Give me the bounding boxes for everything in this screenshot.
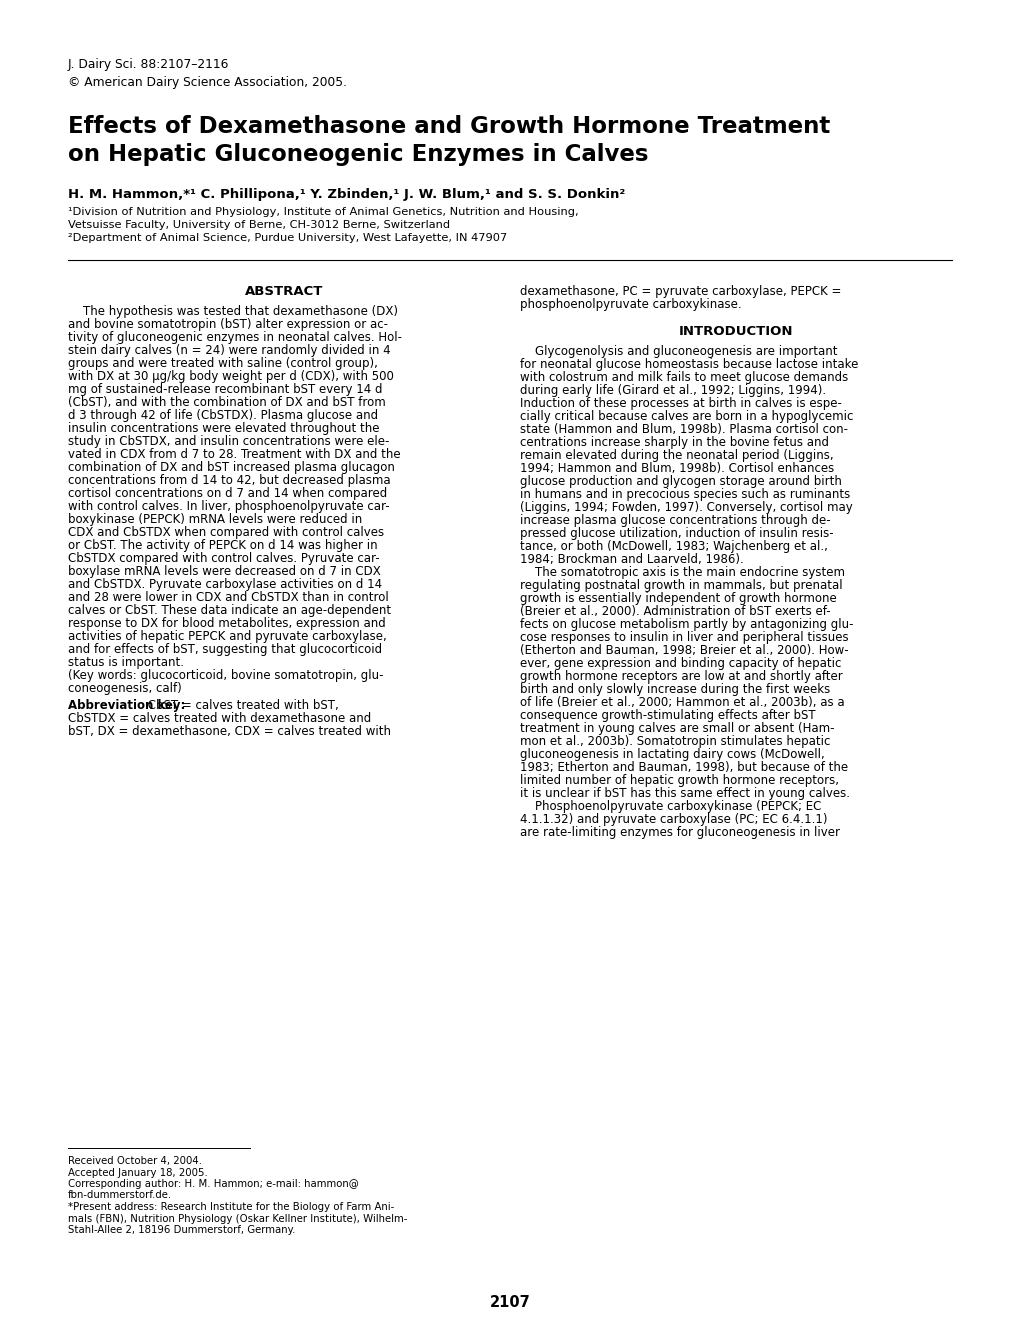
Text: cose responses to insulin in liver and peripheral tissues: cose responses to insulin in liver and p… — [520, 631, 848, 644]
Text: ¹Division of Nutrition and Physiology, Institute of Animal Genetics, Nutrition a: ¹Division of Nutrition and Physiology, I… — [68, 207, 578, 216]
Text: in humans and in precocious species such as ruminants: in humans and in precocious species such… — [520, 488, 850, 502]
Text: bST, DX = dexamethasone, CDX = calves treated with: bST, DX = dexamethasone, CDX = calves tr… — [68, 725, 390, 738]
Text: H. M. Hammon,*¹ C. Phillipona,¹ Y. Zbinden,¹ J. W. Blum,¹ and S. S. Donkin²: H. M. Hammon,*¹ C. Phillipona,¹ Y. Zbind… — [68, 187, 625, 201]
Text: study in CbSTDX, and insulin concentrations were ele-: study in CbSTDX, and insulin concentrati… — [68, 436, 389, 447]
Text: (Liggins, 1994; Fowden, 1997). Conversely, cortisol may: (Liggins, 1994; Fowden, 1997). Conversel… — [520, 502, 852, 513]
Text: limited number of hepatic growth hormone receptors,: limited number of hepatic growth hormone… — [520, 774, 839, 787]
Text: 1994; Hammon and Blum, 1998b). Cortisol enhances: 1994; Hammon and Blum, 1998b). Cortisol … — [520, 462, 834, 475]
Text: increase plasma glucose concentrations through de-: increase plasma glucose concentrations t… — [520, 513, 829, 527]
Text: remain elevated during the neonatal period (Liggins,: remain elevated during the neonatal peri… — [520, 449, 833, 462]
Text: or CbST. The activity of PEPCK on d 14 was higher in: or CbST. The activity of PEPCK on d 14 w… — [68, 539, 377, 552]
Text: mg of sustained-release recombinant bST every 14 d: mg of sustained-release recombinant bST … — [68, 383, 382, 396]
Text: (Breier et al., 2000). Administration of bST exerts ef-: (Breier et al., 2000). Administration of… — [520, 605, 829, 618]
Text: mon et al., 2003b). Somatotropin stimulates hepatic: mon et al., 2003b). Somatotropin stimula… — [520, 735, 829, 748]
Text: boxykinase (PEPCK) mRNA levels were reduced in: boxykinase (PEPCK) mRNA levels were redu… — [68, 513, 362, 525]
Text: cially critical because calves are born in a hypoglycemic: cially critical because calves are born … — [520, 411, 853, 422]
Text: tivity of gluconeogenic enzymes in neonatal calves. Hol-: tivity of gluconeogenic enzymes in neona… — [68, 331, 401, 345]
Text: (Key words: glucocorticoid, bovine somatotropin, glu-: (Key words: glucocorticoid, bovine somat… — [68, 669, 383, 682]
Text: calves or CbST. These data indicate an age-dependent: calves or CbST. These data indicate an a… — [68, 605, 390, 616]
Text: Glycogenolysis and gluconeogenesis are important: Glycogenolysis and gluconeogenesis are i… — [520, 345, 837, 358]
Text: Corresponding author: H. M. Hammon; e-mail: hammon@: Corresponding author: H. M. Hammon; e-ma… — [68, 1179, 359, 1189]
Text: Induction of these processes at birth in calves is espe-: Induction of these processes at birth in… — [520, 397, 841, 411]
Text: concentrations from d 14 to 42, but decreased plasma: concentrations from d 14 to 42, but decr… — [68, 474, 390, 487]
Text: of life (Breier et al., 2000; Hammon et al., 2003b), as a: of life (Breier et al., 2000; Hammon et … — [520, 696, 844, 709]
Text: for neonatal glucose homeostasis because lactose intake: for neonatal glucose homeostasis because… — [520, 358, 858, 371]
Text: status is important.: status is important. — [68, 656, 183, 669]
Text: INTRODUCTION: INTRODUCTION — [678, 325, 793, 338]
Text: 1984; Brockman and Laarveld, 1986).: 1984; Brockman and Laarveld, 1986). — [520, 553, 743, 566]
Text: and CbSTDX. Pyruvate carboxylase activities on d 14: and CbSTDX. Pyruvate carboxylase activit… — [68, 578, 382, 591]
Text: combination of DX and bST increased plasma glucagon: combination of DX and bST increased plas… — [68, 461, 394, 474]
Text: and 28 were lower in CDX and CbSTDX than in control: and 28 were lower in CDX and CbSTDX than… — [68, 591, 388, 605]
Text: stein dairy calves (n = 24) were randomly divided in 4: stein dairy calves (n = 24) were randoml… — [68, 345, 390, 356]
Text: ²Department of Animal Science, Purdue University, West Lafayette, IN 47907: ²Department of Animal Science, Purdue Un… — [68, 234, 506, 243]
Text: gluconeogenesis in lactating dairy cows (McDowell,: gluconeogenesis in lactating dairy cows … — [520, 748, 824, 762]
Text: pressed glucose utilization, induction of insulin resis-: pressed glucose utilization, induction o… — [520, 527, 833, 540]
Text: centrations increase sharply in the bovine fetus and: centrations increase sharply in the bovi… — [520, 436, 828, 449]
Text: mals (FBN), Nutrition Physiology (Oskar Kellner Institute), Wilhelm-: mals (FBN), Nutrition Physiology (Oskar … — [68, 1213, 407, 1224]
Text: state (Hammon and Blum, 1998b). Plasma cortisol con-: state (Hammon and Blum, 1998b). Plasma c… — [520, 422, 847, 436]
Text: with colostrum and milk fails to meet glucose demands: with colostrum and milk fails to meet gl… — [520, 371, 848, 384]
Text: with control calves. In liver, phosphoenolpyruvate car-: with control calves. In liver, phosphoen… — [68, 500, 389, 513]
Text: CbST = calves treated with bST,: CbST = calves treated with bST, — [144, 700, 338, 711]
Text: vated in CDX from d 7 to 28. Treatment with DX and the: vated in CDX from d 7 to 28. Treatment w… — [68, 447, 400, 461]
Text: Accepted January 18, 2005.: Accepted January 18, 2005. — [68, 1167, 208, 1177]
Text: Received October 4, 2004.: Received October 4, 2004. — [68, 1156, 202, 1166]
Text: fects on glucose metabolism partly by antagonizing glu-: fects on glucose metabolism partly by an… — [520, 618, 853, 631]
Text: CbSTDX compared with control calves. Pyruvate car-: CbSTDX compared with control calves. Pyr… — [68, 552, 379, 565]
Text: glucose production and glycogen storage around birth: glucose production and glycogen storage … — [520, 475, 841, 488]
Text: regulating postnatal growth in mammals, but prenatal: regulating postnatal growth in mammals, … — [520, 579, 842, 591]
Text: groups and were treated with saline (control group),: groups and were treated with saline (con… — [68, 356, 377, 370]
Text: Stahl-Allee 2, 18196 Dummerstorf, Germany.: Stahl-Allee 2, 18196 Dummerstorf, German… — [68, 1225, 296, 1236]
Text: coneogenesis, calf): coneogenesis, calf) — [68, 682, 181, 696]
Text: and bovine somatotropin (bST) alter expression or ac-: and bovine somatotropin (bST) alter expr… — [68, 318, 387, 331]
Text: growth hormone receptors are low at and shortly after: growth hormone receptors are low at and … — [520, 671, 842, 682]
Text: cortisol concentrations on d 7 and 14 when compared: cortisol concentrations on d 7 and 14 wh… — [68, 487, 387, 500]
Text: response to DX for blood metabolites, expression and: response to DX for blood metabolites, ex… — [68, 616, 385, 630]
Text: The somatotropic axis is the main endocrine system: The somatotropic axis is the main endocr… — [520, 566, 844, 579]
Text: © American Dairy Science Association, 2005.: © American Dairy Science Association, 20… — [68, 77, 346, 88]
Text: boxylase mRNA levels were decreased on d 7 in CDX: boxylase mRNA levels were decreased on d… — [68, 565, 380, 578]
Text: *Present address: Research Institute for the Biology of Farm Ani-: *Present address: Research Institute for… — [68, 1203, 394, 1212]
Text: activities of hepatic PEPCK and pyruvate carboxylase,: activities of hepatic PEPCK and pyruvate… — [68, 630, 386, 643]
Text: insulin concentrations were elevated throughout the: insulin concentrations were elevated thr… — [68, 422, 379, 436]
Text: (Etherton and Bauman, 1998; Breier et al., 2000). How-: (Etherton and Bauman, 1998; Breier et al… — [520, 644, 848, 657]
Text: ABSTRACT: ABSTRACT — [245, 285, 323, 298]
Text: J. Dairy Sci. 88:2107–2116: J. Dairy Sci. 88:2107–2116 — [68, 58, 229, 71]
Text: d 3 through 42 of life (CbSTDX). Plasma glucose and: d 3 through 42 of life (CbSTDX). Plasma … — [68, 409, 378, 422]
Text: fbn-dummerstorf.de.: fbn-dummerstorf.de. — [68, 1191, 172, 1200]
Text: Phosphoenolpyruvate carboxykinase (PEPCK; EC: Phosphoenolpyruvate carboxykinase (PEPCK… — [520, 800, 820, 813]
Text: consequence growth-stimulating effects after bST: consequence growth-stimulating effects a… — [520, 709, 815, 722]
Text: and for effects of bST, suggesting that glucocorticoid: and for effects of bST, suggesting that … — [68, 643, 382, 656]
Text: it is unclear if bST has this same effect in young calves.: it is unclear if bST has this same effec… — [520, 787, 849, 800]
Text: tance, or both (McDowell, 1983; Wajchenberg et al.,: tance, or both (McDowell, 1983; Wajchenb… — [520, 540, 827, 553]
Text: phosphoenolpyruvate carboxykinase.: phosphoenolpyruvate carboxykinase. — [520, 298, 741, 312]
Text: 1983; Etherton and Bauman, 1998), but because of the: 1983; Etherton and Bauman, 1998), but be… — [520, 762, 847, 774]
Text: (CbST), and with the combination of DX and bST from: (CbST), and with the combination of DX a… — [68, 396, 385, 409]
Text: dexamethasone, PC = pyruvate carboxylase, PEPCK =: dexamethasone, PC = pyruvate carboxylase… — [520, 285, 841, 298]
Text: 2107: 2107 — [489, 1295, 530, 1309]
Text: are rate-limiting enzymes for gluconeogenesis in liver: are rate-limiting enzymes for gluconeoge… — [520, 826, 840, 840]
Text: Effects of Dexamethasone and Growth Hormone Treatment: Effects of Dexamethasone and Growth Horm… — [68, 115, 829, 139]
Text: Vetsuisse Faculty, University of Berne, CH-3012 Berne, Switzerland: Vetsuisse Faculty, University of Berne, … — [68, 220, 449, 230]
Text: CbSTDX = calves treated with dexamethasone and: CbSTDX = calves treated with dexamethaso… — [68, 711, 371, 725]
Text: growth is essentially independent of growth hormone: growth is essentially independent of gro… — [520, 591, 836, 605]
Text: birth and only slowly increase during the first weeks: birth and only slowly increase during th… — [520, 682, 829, 696]
Text: 4.1.1.32) and pyruvate carboxylase (PC; EC 6.4.1.1): 4.1.1.32) and pyruvate carboxylase (PC; … — [520, 813, 826, 826]
Text: treatment in young calves are small or absent (Ham-: treatment in young calves are small or a… — [520, 722, 834, 735]
Text: during early life (Girard et al., 1992; Liggins, 1994).: during early life (Girard et al., 1992; … — [520, 384, 825, 397]
Text: CDX and CbSTDX when compared with control calves: CDX and CbSTDX when compared with contro… — [68, 525, 384, 539]
Text: The hypothesis was tested that dexamethasone (DX): The hypothesis was tested that dexametha… — [68, 305, 397, 318]
Text: ever, gene expression and binding capacity of hepatic: ever, gene expression and binding capaci… — [520, 657, 841, 671]
Text: with DX at 30 μg/kg body weight per d (CDX), with 500: with DX at 30 μg/kg body weight per d (C… — [68, 370, 393, 383]
Text: on Hepatic Gluconeogenic Enzymes in Calves: on Hepatic Gluconeogenic Enzymes in Calv… — [68, 143, 648, 166]
Text: Abbreviation key:: Abbreviation key: — [68, 700, 185, 711]
